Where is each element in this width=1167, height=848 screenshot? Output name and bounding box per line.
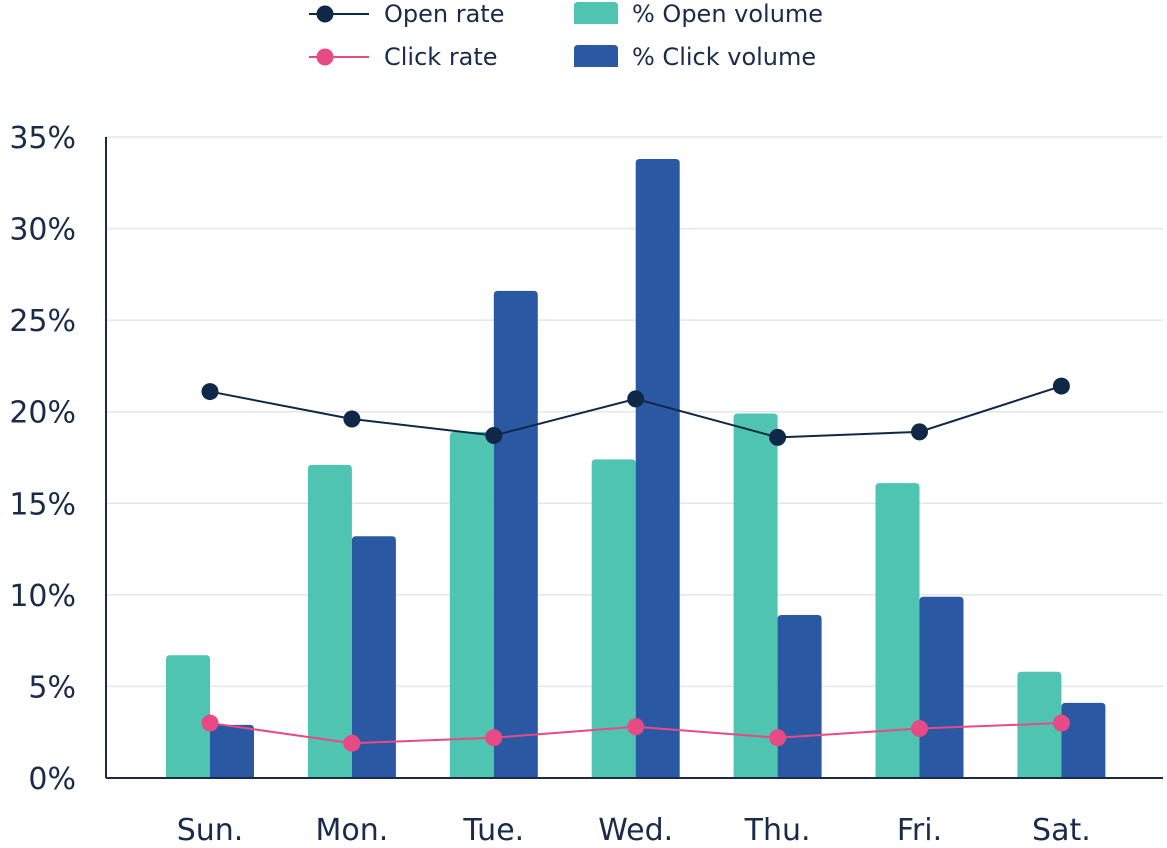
bar-click-volume: [351, 536, 396, 778]
bar-click-volume: [919, 596, 964, 778]
bar-open-volume: [307, 464, 352, 778]
y-tick-labels: 0% 5% 10% 15% 20% 25% 30% 35%: [9, 121, 76, 797]
point-open-rate: [201, 383, 219, 401]
bar-open-volume: [166, 655, 210, 778]
point-click-rate: [343, 734, 361, 752]
bars: [166, 158, 1106, 778]
x-category-label: Thu.: [744, 813, 811, 848]
y-tick-label: 15%: [9, 487, 76, 522]
point-open-rate: [627, 390, 645, 408]
point-click-rate: [911, 720, 928, 738]
y-tick-label: 35%: [9, 121, 76, 156]
y-tick-label: 10%: [9, 579, 76, 614]
bar-open-volume: [733, 413, 778, 778]
point-open-rate: [343, 410, 361, 428]
point-click-rate: [627, 718, 645, 736]
bar-open-volume: [591, 459, 636, 778]
point-open-rate: [1052, 377, 1070, 395]
y-tick-label: 5%: [28, 670, 76, 705]
bar-click-volume: [777, 615, 822, 778]
axes: [105, 137, 1163, 779]
legend-label: % Open volume: [632, 0, 823, 28]
legend-bar-swatch: [574, 45, 618, 67]
y-tick-label: 0%: [28, 762, 76, 797]
bar-click-volume: [210, 724, 254, 778]
y-tick-label: 25%: [9, 304, 76, 339]
legend-marker: [316, 48, 334, 66]
point-open-rate: [485, 427, 503, 445]
legend-label: % Click volume: [632, 43, 816, 71]
bar-open-volume: [875, 483, 920, 778]
x-category-label: Fri.: [897, 813, 942, 848]
y-tick-label: 30%: [9, 213, 76, 248]
point-click-rate: [1052, 714, 1070, 732]
legend-marker: [316, 5, 334, 23]
bar-click-volume: [635, 158, 680, 778]
point-open-rate: [911, 423, 928, 441]
point-open-rate: [769, 428, 787, 446]
x-category-label: Sat.: [1032, 813, 1091, 848]
legend: Open rate Click rate % Open volume % Click …: [309, 0, 823, 71]
legend-label: Open rate: [384, 0, 504, 28]
bar-click-volume: [1061, 702, 1106, 778]
x-category-label: Tue.: [462, 813, 524, 848]
x-category-label: Wed.: [598, 813, 673, 848]
bar-open-volume: [449, 431, 494, 778]
y-tick-label: 20%: [9, 396, 76, 431]
legend-label: Click rate: [384, 43, 498, 71]
bar-click-volume: [493, 290, 538, 778]
x-category-labels: Sun. Mon. Tue. Wed. Thu. Fri. Sat.: [177, 813, 1091, 848]
legend-bar-swatch: [574, 2, 618, 24]
point-click-rate: [485, 729, 503, 747]
x-category-label: Mon.: [316, 813, 389, 848]
point-click-rate: [201, 714, 219, 732]
x-category-label: Sun.: [177, 813, 244, 848]
lines: [201, 377, 1070, 752]
point-click-rate: [769, 729, 787, 747]
